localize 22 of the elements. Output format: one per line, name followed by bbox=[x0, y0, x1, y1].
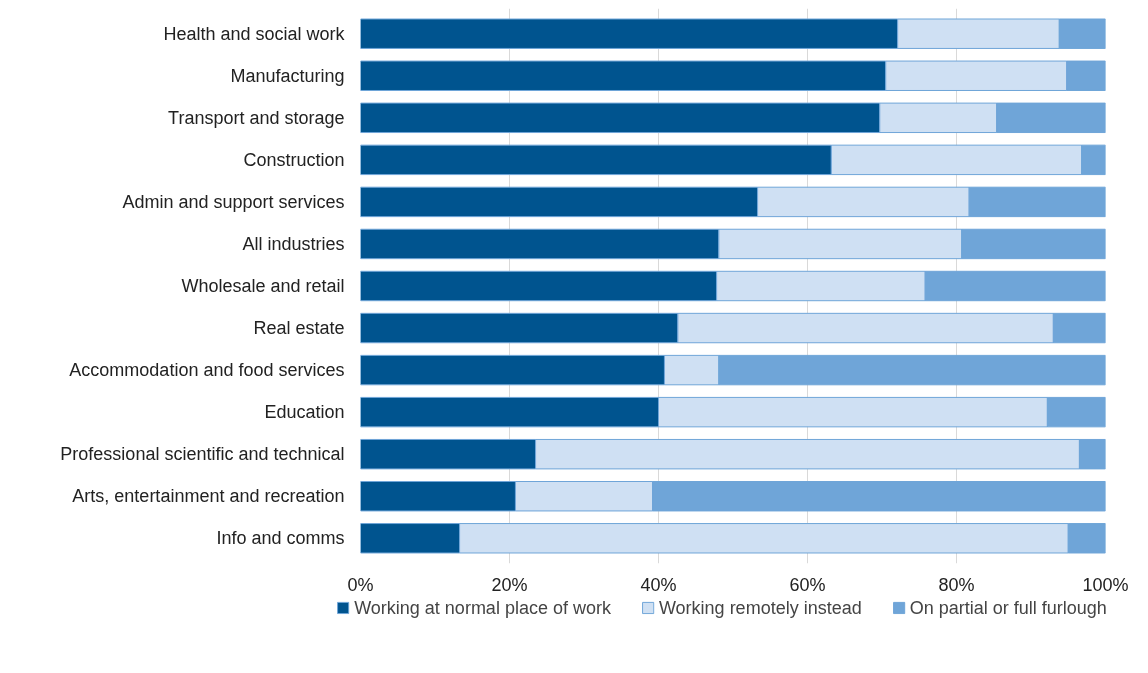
y-tick-label: Professional scientific and technical bbox=[60, 444, 345, 465]
x-tick-label: 60% bbox=[789, 574, 826, 595]
y-tick-label: Admin and support services bbox=[122, 191, 345, 212]
y-tick-label: Real estate bbox=[253, 318, 345, 339]
y-tick-label: Health and social work bbox=[163, 23, 346, 44]
y-tick-label: Education bbox=[264, 402, 345, 423]
y-tick-label: Arts, entertainment and recreation bbox=[72, 486, 345, 507]
y-tick-label: Manufacturing bbox=[230, 65, 345, 86]
legend-label: On partial or full furlough bbox=[909, 597, 1107, 618]
y-tick-label: Accommodation and food services bbox=[69, 360, 345, 381]
x-tick-label: 20% bbox=[491, 574, 528, 595]
y-tick-label: Transport and storage bbox=[168, 107, 345, 128]
y-tick-label: Construction bbox=[243, 149, 345, 170]
legend-label: Working remotely instead bbox=[658, 597, 862, 618]
x-tick-label: 100% bbox=[1082, 574, 1129, 595]
y-tick-label: Info and comms bbox=[216, 528, 345, 549]
legend-label: Working at normal place of work bbox=[354, 597, 611, 618]
x-tick-label: 40% bbox=[640, 574, 677, 595]
x-tick-label: 0% bbox=[347, 574, 374, 595]
y-tick-label: Wholesale and retail bbox=[181, 276, 345, 296]
x-tick-label: 80% bbox=[938, 574, 975, 595]
y-tick-label: All industries bbox=[242, 233, 345, 254]
